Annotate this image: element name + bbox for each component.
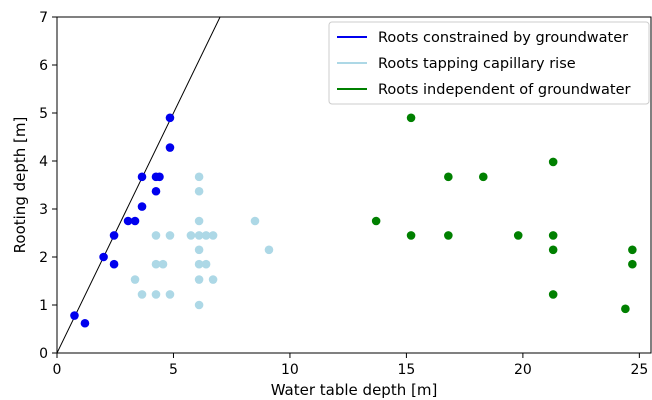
- data-point-series-3: [513, 231, 523, 240]
- data-point-series-1: [123, 216, 133, 226]
- data-point-series-1: [155, 172, 164, 182]
- legend-box: [328, 21, 650, 105]
- data-point-series-2: [194, 245, 204, 255]
- data-point-series-2: [194, 172, 204, 182]
- data-point-series-3: [548, 245, 558, 255]
- legend-label-series-1: Roots constrained by groundwater: [378, 30, 628, 46]
- data-point-series-1: [137, 172, 147, 182]
- data-point-series-2: [186, 231, 196, 240]
- data-point-series-2: [194, 275, 204, 284]
- data-point-series-2: [130, 275, 140, 284]
- data-point-series-1: [109, 259, 119, 269]
- one-to-one-reference-line: [57, 17, 221, 353]
- data-point-series-1: [165, 143, 175, 152]
- x-tick-label: 25: [630, 362, 648, 378]
- data-point-series-2: [250, 216, 260, 226]
- data-point-series-3: [478, 172, 488, 182]
- data-point-series-3: [628, 245, 637, 255]
- data-point-series-2: [194, 300, 204, 310]
- data-point-series-3: [548, 290, 558, 299]
- plot-area-frame: [56, 16, 652, 354]
- data-point-series-2: [165, 290, 175, 299]
- legend: Roots constrained by groundwater Roots ta…: [328, 21, 650, 105]
- data-point-series-2: [137, 290, 147, 299]
- x-tick-label: 10: [281, 362, 299, 378]
- data-point-series-2: [264, 245, 274, 255]
- data-point-series-3: [621, 304, 630, 314]
- data-point-series-2: [151, 231, 161, 240]
- data-point-series-1: [70, 311, 79, 320]
- data-point-series-3: [444, 172, 453, 182]
- y-tick-label: 3: [39, 202, 48, 218]
- data-point-series-3: [628, 259, 637, 269]
- data-point-series-2: [208, 231, 218, 240]
- data-point-series-1: [137, 202, 147, 211]
- legend-label-series-3: Roots independent of groundwater: [378, 82, 631, 98]
- data-point-series-3: [371, 216, 381, 226]
- y-tick-label: 5: [39, 106, 48, 122]
- data-point-series-2: [151, 259, 161, 269]
- data-point-series-2: [194, 259, 204, 269]
- data-point-series-2: [165, 231, 175, 240]
- data-point-series-1: [130, 216, 140, 226]
- x-tick-label: 20: [514, 362, 532, 378]
- data-point-series-1: [99, 252, 108, 262]
- data-point-series-2: [208, 275, 218, 284]
- data-point-series-2: [194, 216, 204, 226]
- x-tick-label: 0: [53, 362, 62, 378]
- y-tick-label: 4: [39, 154, 48, 170]
- y-tick-label: 6: [39, 58, 48, 74]
- data-point-series-3: [444, 231, 453, 240]
- y-tick-label: 7: [39, 10, 48, 26]
- data-point-series-3: [548, 231, 558, 240]
- data-point-series-3: [406, 113, 416, 123]
- data-point-series-1: [109, 231, 119, 240]
- y-tick-label: 2: [39, 250, 48, 266]
- data-point-series-2: [194, 186, 204, 196]
- data-point-series-2: [201, 231, 211, 240]
- data-point-series-3: [548, 157, 558, 167]
- x-tick-label: 15: [397, 362, 415, 378]
- data-point-series-1: [151, 186, 161, 196]
- y-tick-label: 0: [39, 346, 48, 362]
- legend-label-series-2: Roots tapping capillary rise: [378, 56, 576, 72]
- data-point-series-1: [80, 318, 90, 328]
- x-axis-label: Water table depth [m]: [271, 381, 438, 399]
- y-tick-label: 1: [39, 298, 48, 314]
- x-tick-label: 5: [169, 362, 178, 378]
- data-point-series-2: [194, 231, 204, 240]
- data-point-series-3: [406, 231, 416, 240]
- data-point-series-2: [151, 290, 161, 299]
- data-point-series-1: [165, 113, 175, 123]
- data-point-series-2: [201, 259, 211, 269]
- y-axis-label: Rooting depth [m]: [11, 117, 29, 254]
- data-point-series-2: [158, 259, 168, 269]
